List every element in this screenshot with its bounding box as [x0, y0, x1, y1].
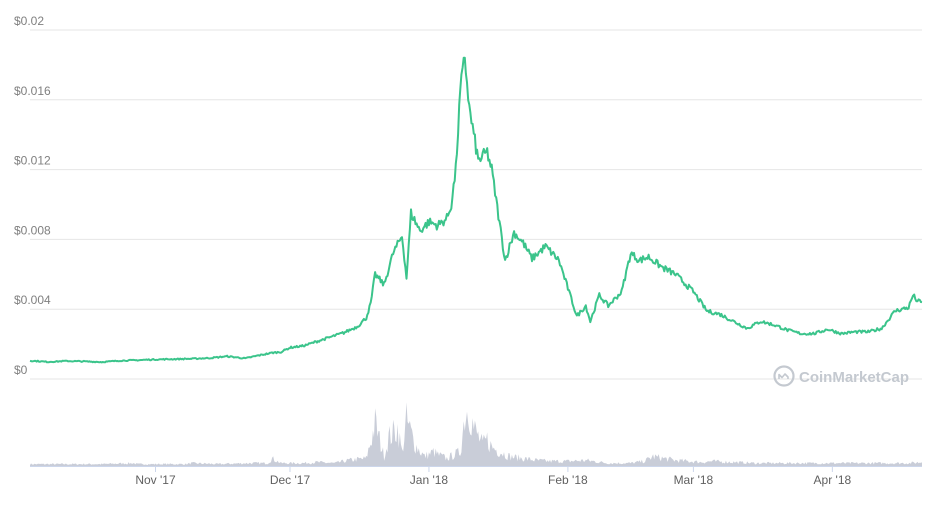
y-tick-label: $0.02: [14, 14, 44, 28]
volume-area: [30, 402, 922, 466]
x-tick-label: Nov '17: [135, 473, 176, 487]
y-tick-label: $0: [14, 363, 28, 377]
x-tick-label: Feb '18: [548, 473, 588, 487]
price-line: [29, 56, 923, 364]
y-tick-label: $0.004: [14, 293, 51, 307]
x-axis-ticks: Nov '17 Dec '17 Jan '18 Feb '18 Mar '18 Apr '…: [30, 466, 922, 487]
coinmarketcap-logo-icon: [773, 365, 795, 387]
y-tick-label: $0.012: [14, 154, 51, 168]
y-tick-label: $0.008: [14, 223, 51, 237]
volume-series: [30, 402, 922, 466]
y-axis-ticks: $0 $0.004 $0.008 $0.012 $0.016 $0.02: [14, 14, 51, 377]
x-tick-label: Mar '18: [674, 473, 714, 487]
watermark-text: CoinMarketCap: [799, 369, 909, 386]
x-tick-label: Jan '18: [410, 473, 449, 487]
x-tick-label: Apr '18: [814, 473, 852, 487]
y-tick-label: $0.016: [14, 84, 51, 98]
price-series: [29, 56, 923, 364]
coinmarketcap-watermark: CoinMarketCap: [773, 365, 909, 387]
x-tick-label: Dec '17: [270, 473, 311, 487]
grid-lines: [30, 29, 922, 380]
